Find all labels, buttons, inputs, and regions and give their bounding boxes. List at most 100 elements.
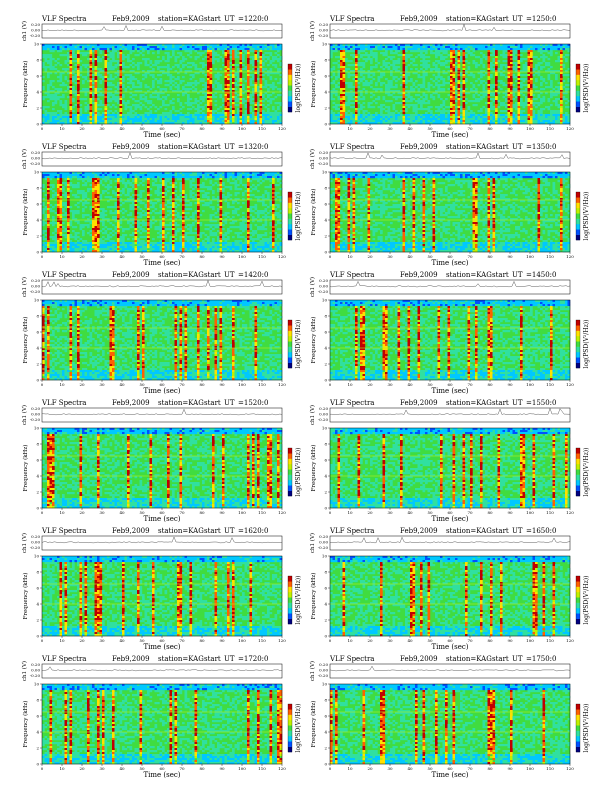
spectrogram-cell <box>160 98 163 100</box>
spectrogram-cell <box>543 60 546 62</box>
spectrogram-cell <box>130 108 133 110</box>
spectrogram-cell <box>488 104 491 106</box>
spectrogram-cell <box>380 52 383 54</box>
spectrogram-cell <box>450 114 453 116</box>
spectrogram-cell <box>403 106 406 108</box>
spectrogram-cell <box>50 50 53 52</box>
spectrogram-cell <box>350 60 353 62</box>
spectrogram-cell <box>255 46 258 48</box>
spectrogram-cell <box>257 78 260 80</box>
spectrogram-cell <box>165 60 168 62</box>
spectrogram-cell <box>473 116 476 118</box>
spectrogram-cell <box>435 82 438 84</box>
spectrogram-cell <box>343 64 346 66</box>
spectrogram-cell <box>453 74 456 76</box>
spectrogram-cell <box>515 66 518 68</box>
spectrogram-cell <box>90 50 93 52</box>
spectrogram-cell <box>348 104 351 106</box>
spectrogram-cell <box>267 94 270 96</box>
spectrogram-cell <box>195 48 198 50</box>
spectrogram-cell <box>383 52 386 54</box>
spectrogram-cell <box>70 118 73 120</box>
spectrogram-cell <box>152 74 155 76</box>
spectrogram-cell <box>260 110 263 112</box>
spectrogram-cell <box>358 112 361 114</box>
spectrogram-cell <box>192 48 195 50</box>
spectrogram-cell <box>77 66 80 68</box>
spectrogram-cell <box>533 120 536 122</box>
spectrogram-cell <box>247 110 250 112</box>
spectrogram-cell <box>197 120 200 122</box>
spectrogram-cell <box>375 60 378 62</box>
spectrogram-cell <box>212 96 215 98</box>
spectrogram-cell <box>90 88 93 90</box>
spectrogram-cell <box>393 108 396 110</box>
spectrogram-cell <box>458 76 461 78</box>
spectrogram-cell <box>162 56 165 58</box>
spectrogram-cell <box>535 114 538 116</box>
spectrogram-cell <box>240 48 243 50</box>
spectrogram-cell <box>405 54 408 56</box>
spectrogram-cell <box>142 48 145 50</box>
spectrogram-cell <box>350 94 353 96</box>
spectrogram-cell <box>265 80 268 82</box>
spectrogram-cell <box>160 44 163 46</box>
spectrogram-cell <box>405 78 408 80</box>
spectrogram-cell <box>408 56 411 58</box>
spectrogram-cell <box>200 98 203 100</box>
spectrogram-cell <box>453 62 456 64</box>
spectrogram-cell <box>550 118 553 120</box>
spectrogram-cell <box>145 106 148 108</box>
spectrogram-cell <box>563 64 566 66</box>
spectrogram-cell <box>343 44 346 46</box>
spectrogram-cell <box>110 68 113 70</box>
spectrogram-cell <box>97 56 100 58</box>
spectrogram-cell <box>363 84 366 86</box>
spectrogram-cell <box>565 88 568 90</box>
spectrogram-cell <box>47 54 50 56</box>
spectrogram-cell <box>117 98 120 100</box>
spectrogram-cell <box>485 58 488 60</box>
spectrogram-cell <box>555 74 558 76</box>
spectrogram-cell <box>560 76 563 78</box>
spectrogram-cell <box>543 56 546 58</box>
spectrogram-cell <box>100 46 103 48</box>
spectrogram-cell <box>202 116 205 118</box>
spectrogram-cell <box>95 86 98 88</box>
spectrogram-cell <box>458 84 461 86</box>
spectrogram-cell <box>423 102 426 104</box>
spectrogram-cell <box>175 86 178 88</box>
spectrogram-cell <box>97 120 100 122</box>
spectrogram-cell <box>255 64 258 66</box>
spectrogram-cell <box>172 120 175 122</box>
spectrogram-cell <box>403 112 406 114</box>
spectrogram-cell <box>50 94 53 96</box>
spectrogram-cell <box>130 50 133 52</box>
spectrogram-cell <box>335 106 338 108</box>
spectrogram-cell <box>348 116 351 118</box>
spectrogram-cell <box>100 88 103 90</box>
spectrogram-cell <box>267 112 270 114</box>
spectrogram-cell <box>250 50 253 52</box>
spectrogram-cell <box>60 118 63 120</box>
spectrogram-cell <box>87 68 90 70</box>
spectrogram-cell <box>488 54 491 56</box>
spectrogram-cell <box>257 102 260 104</box>
spectrogram-cell <box>112 104 115 106</box>
spectrogram-cell <box>152 82 155 84</box>
spectrogram-cell <box>100 80 103 82</box>
spectrogram-cell <box>137 46 140 48</box>
spectrogram-cell <box>363 78 366 80</box>
spectrogram-cell <box>70 46 73 48</box>
spectrogram-cell <box>453 108 456 110</box>
spectrogram-cell <box>488 74 491 76</box>
spectrogram-cell <box>458 82 461 84</box>
spectrogram-cell <box>272 44 275 46</box>
spectrogram-cell <box>262 110 265 112</box>
spectrogram-cell <box>380 46 383 48</box>
spectrogram-cell <box>90 118 93 120</box>
spectrogram-cell <box>335 84 338 86</box>
spectrogram-cell <box>235 120 238 122</box>
spectrogram-cell <box>560 98 563 100</box>
spectrogram-cell <box>448 60 451 62</box>
